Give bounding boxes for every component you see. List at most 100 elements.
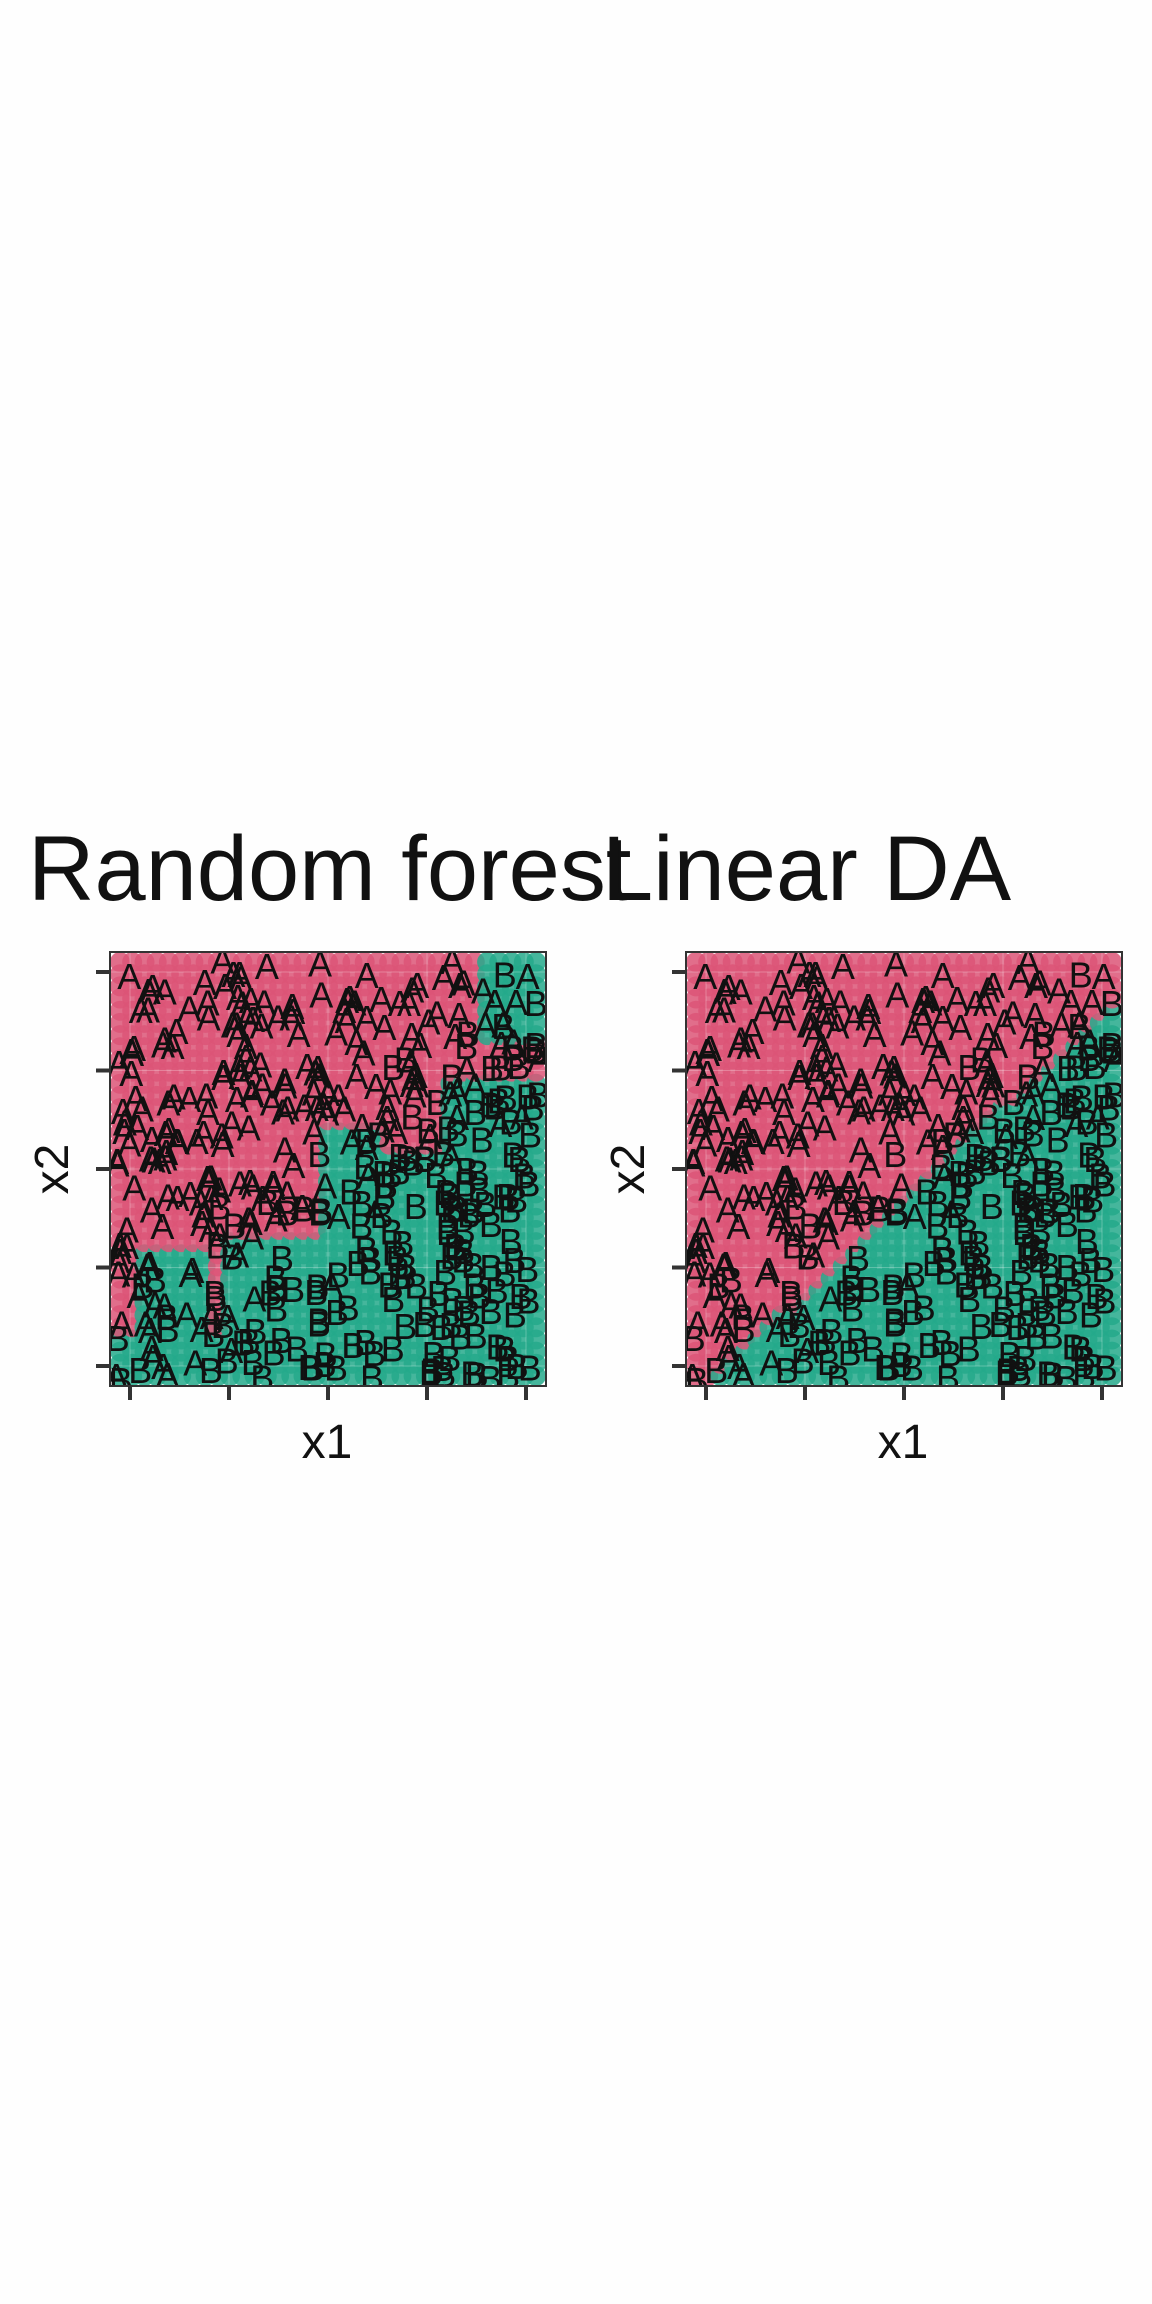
data-point-label: B	[926, 1183, 950, 1224]
data-point-label: A	[305, 1088, 329, 1129]
data-point-label: B	[1043, 1275, 1067, 1316]
data-point-label: B	[719, 1260, 743, 1301]
data-point-label: B	[462, 1191, 486, 1232]
data-point-label: A	[273, 1060, 297, 1101]
data-point-label: B	[461, 1245, 485, 1286]
decision-region-layer	[110, 952, 546, 1386]
data-point-label: A	[891, 1092, 915, 1133]
data-point-label: B	[473, 1184, 497, 1225]
data-point-label: A	[783, 1170, 807, 1211]
data-point-label: A	[804, 1164, 828, 1205]
data-point-label: A	[156, 1082, 180, 1123]
data-point-label: B	[504, 1179, 528, 1220]
data-point-label: A	[264, 1199, 288, 1240]
data-point-label: B	[448, 1317, 472, 1358]
data-point-label: A	[105, 1144, 129, 1185]
data-point-label: A	[207, 1170, 231, 1211]
data-point-label: B	[1010, 1172, 1034, 1213]
data-point-label: B	[930, 1322, 954, 1363]
data-point-label: B	[1076, 1028, 1100, 1069]
data-point-label: B	[1055, 1204, 1079, 1245]
data-point-label: A	[152, 1286, 176, 1327]
data-point-label: A	[211, 1052, 235, 1093]
data-point-label: B	[845, 1320, 869, 1361]
data-point-label: B	[731, 1296, 755, 1337]
data-point-label: A	[228, 1164, 252, 1205]
data-point-label: A	[260, 1083, 284, 1124]
data-point-label: A	[234, 1037, 258, 1078]
data-point-label: A	[364, 1066, 388, 1107]
data-point-label: A	[812, 1200, 836, 1241]
data-point-label: B	[488, 1048, 512, 1089]
data-point-label: A	[141, 1337, 165, 1378]
data-point-label: B	[382, 1232, 406, 1273]
data-point-label: A	[770, 1076, 794, 1117]
data-point-label: B	[264, 1267, 288, 1308]
data-point-label: A	[878, 1111, 902, 1152]
data-point-label: A	[197, 998, 221, 1039]
data-point-label: A	[309, 974, 333, 1015]
data-point-label: A	[767, 1195, 791, 1236]
data-point-label: B	[377, 1265, 401, 1306]
data-point-label: A	[404, 1055, 428, 1096]
data-point-label: B	[1054, 1358, 1078, 1399]
data-point-label: A	[400, 1015, 424, 1056]
data-point-label: A	[356, 1156, 380, 1197]
data-point-label: B	[494, 1078, 518, 1119]
data-point-label: A	[113, 1102, 137, 1143]
data-point-label: A	[238, 1162, 262, 1203]
data-point-label: A	[319, 1265, 343, 1306]
data-point-label: B	[942, 1115, 966, 1156]
data-point-label: B	[1027, 1240, 1051, 1281]
data-point-label: A	[1021, 1072, 1045, 1113]
data-point-label: A	[308, 944, 332, 985]
data-point-label: B	[516, 1076, 540, 1117]
data-point-label: A	[831, 946, 855, 987]
data-point-label: A	[177, 1079, 201, 1120]
data-point-label: B	[106, 1318, 130, 1359]
data-point-label: B	[953, 1265, 977, 1306]
data-point-label: A	[1001, 994, 1025, 1035]
data-point-label: B	[526, 1074, 550, 1115]
data-point-label: A	[724, 1141, 748, 1182]
data-point-label: A	[516, 956, 540, 997]
data-point-label: A	[814, 1162, 838, 1203]
data-point-label: A	[185, 1121, 209, 1162]
data-point-label: B	[478, 1358, 502, 1399]
data-point-label: A	[326, 1077, 350, 1118]
y-axis-label: x2	[602, 1144, 655, 1195]
data-point-label: A	[1015, 1136, 1039, 1177]
data-point-label: A	[945, 979, 969, 1020]
data-point-label: B	[938, 1333, 962, 1374]
data-point-label: A	[787, 1052, 811, 1093]
data-point-label: B	[381, 1279, 405, 1320]
data-point-label: A	[920, 1022, 944, 1063]
data-point-label: B	[243, 1311, 267, 1352]
data-point-label: A	[775, 1157, 799, 1198]
data-point-label: A	[443, 1016, 467, 1057]
data-point-label: A	[463, 1066, 487, 1107]
data-point-label: A	[199, 1209, 223, 1250]
data-point-label: B	[349, 1205, 373, 1246]
data-point-label: A	[813, 1108, 837, 1149]
data-point-label: A	[730, 1132, 754, 1173]
data-point-label: A	[698, 1255, 722, 1296]
data-point-label: A	[445, 1097, 469, 1138]
data-point-label: B	[372, 1177, 396, 1218]
data-point-label: A	[759, 1343, 783, 1384]
data-point-label: A	[714, 1244, 738, 1285]
data-point-label: A	[416, 1002, 440, 1043]
data-point-label: B	[1072, 1176, 1096, 1217]
data-point-label: B	[452, 1211, 476, 1252]
data-point-label: A	[837, 1163, 861, 1204]
data-point-label: A	[401, 1058, 425, 1099]
data-point-label: A	[250, 1066, 274, 1107]
data-point-label: B	[1064, 1048, 1088, 1089]
data-point-label: B	[128, 1350, 152, 1391]
data-point-label: A	[287, 1014, 311, 1055]
data-point-label: A	[153, 1020, 177, 1061]
data-point-label: A	[136, 989, 160, 1030]
data-point-label: A	[776, 1296, 800, 1337]
data-point-label: A	[712, 1245, 736, 1286]
data-point-label: A	[842, 1192, 866, 1233]
